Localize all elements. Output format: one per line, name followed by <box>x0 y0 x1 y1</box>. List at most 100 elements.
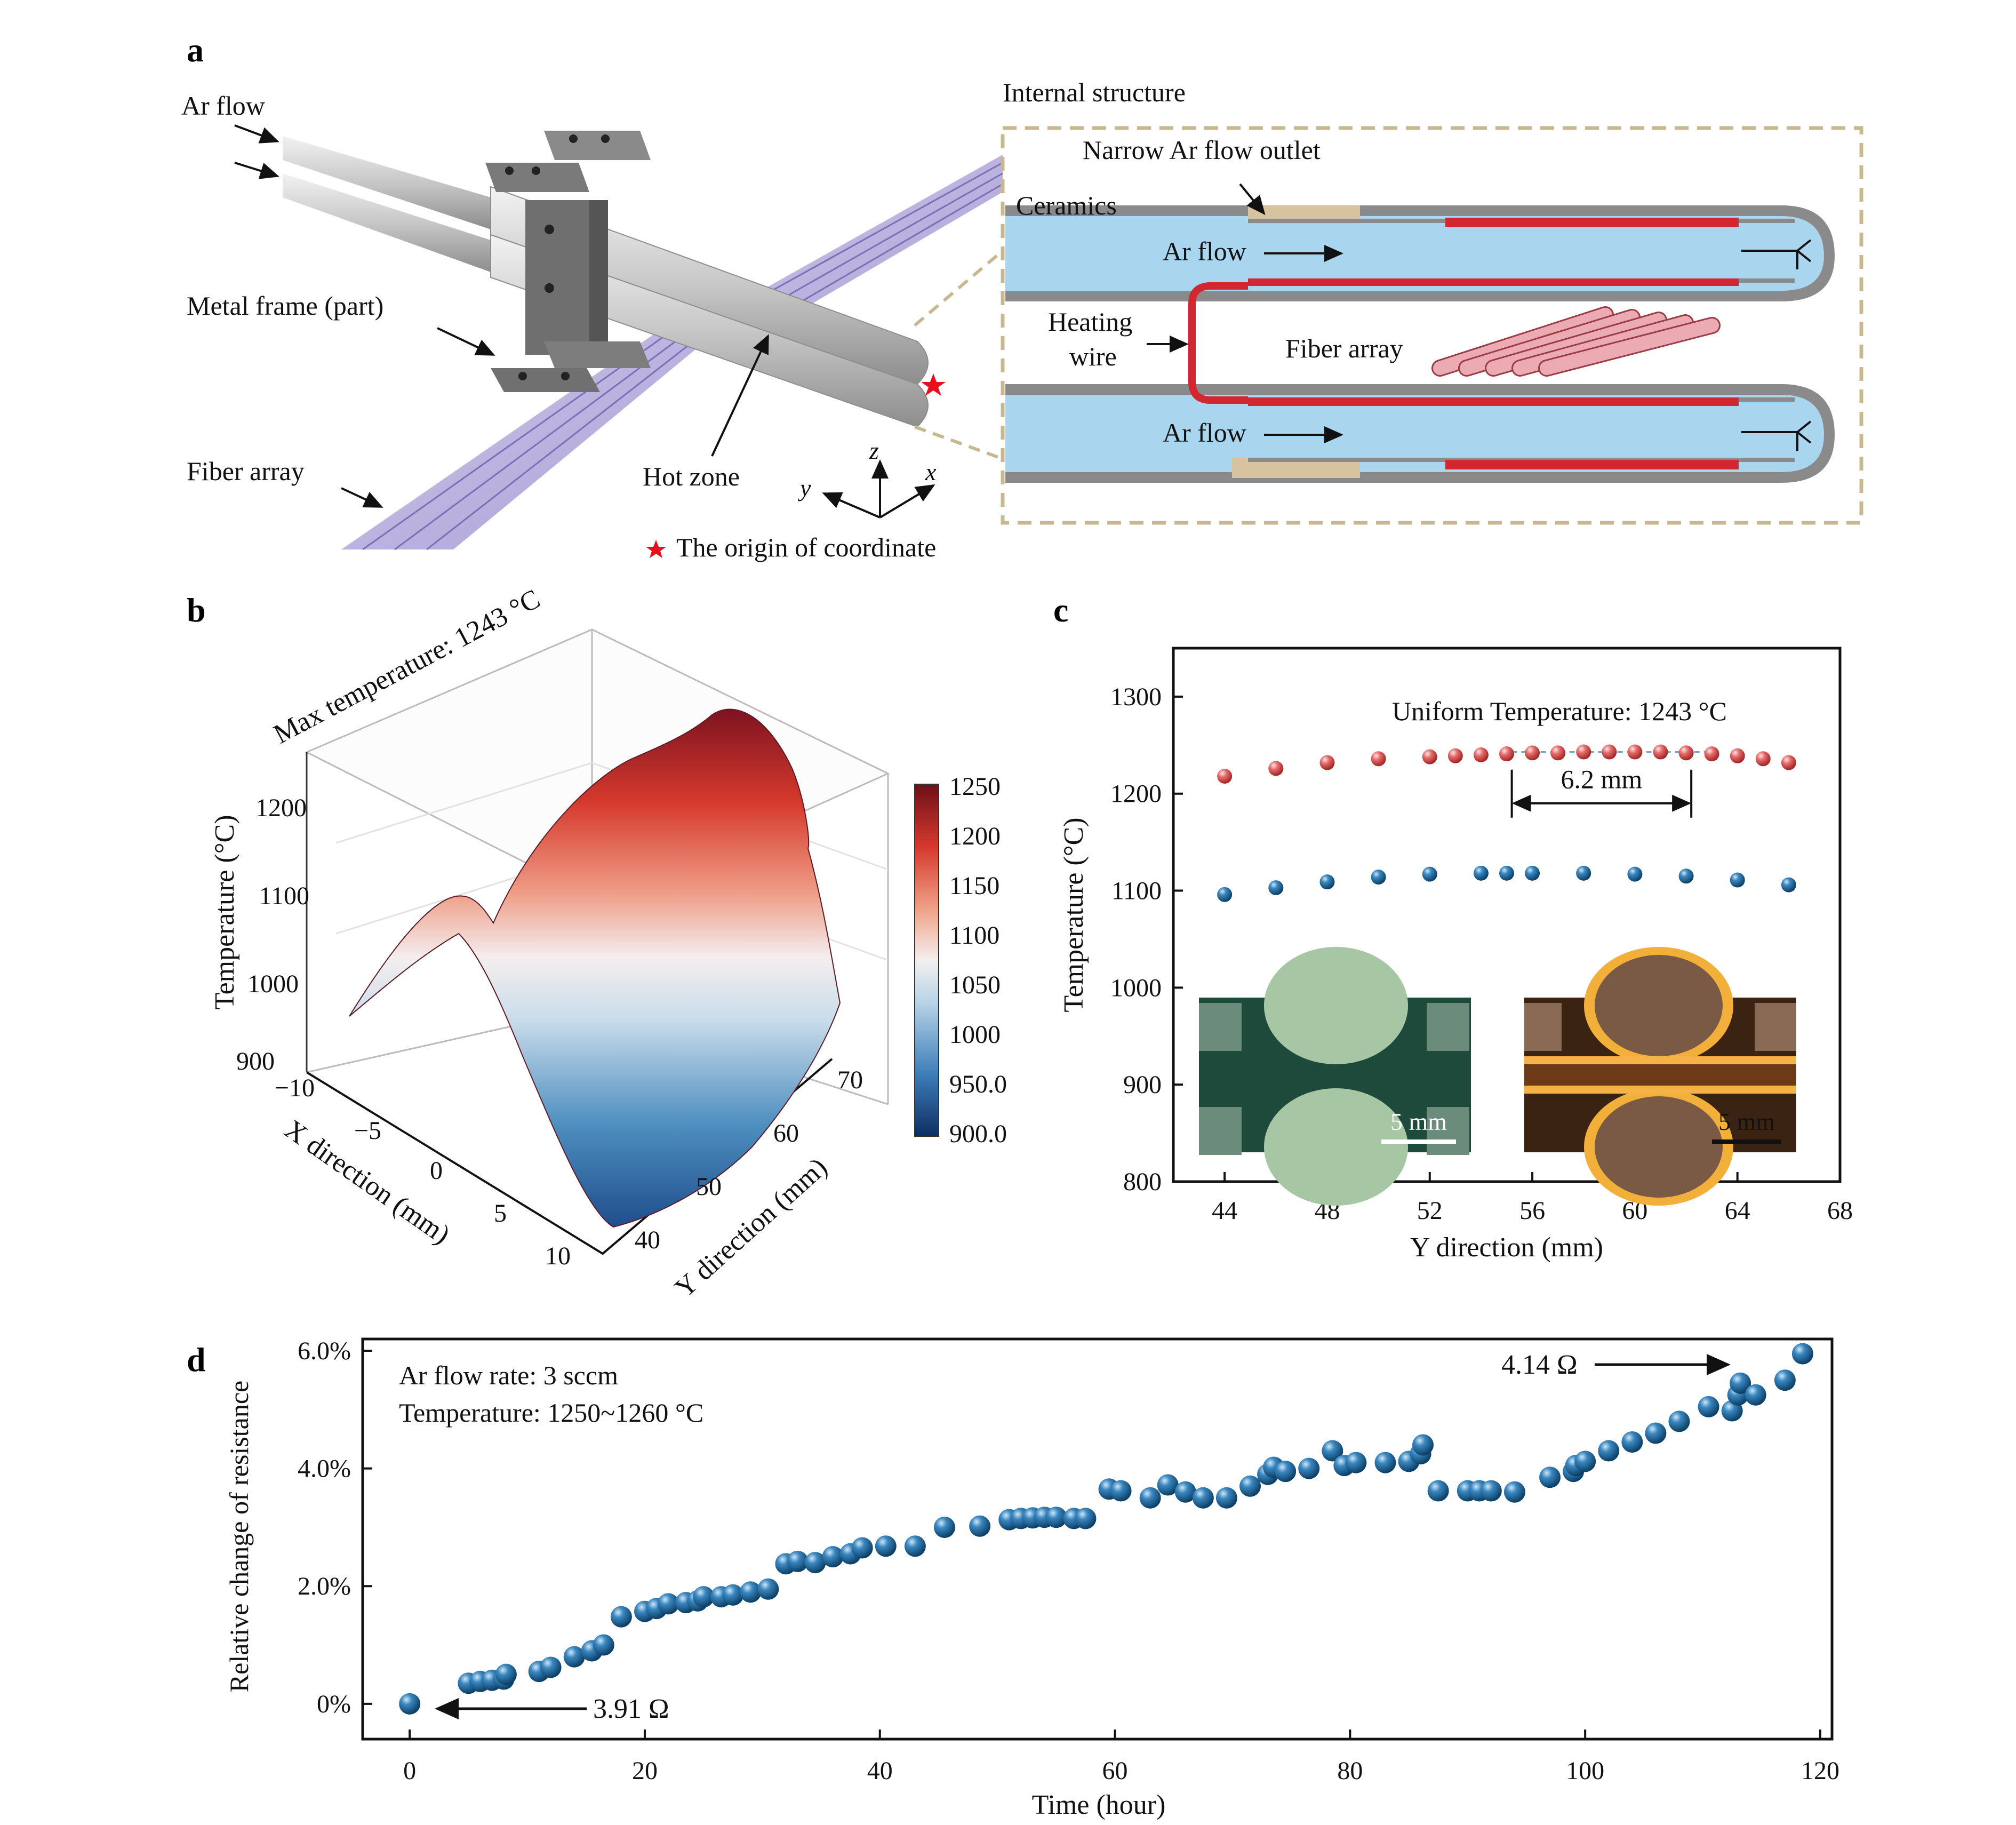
point-max-temp <box>1447 748 1463 763</box>
resistance-point <box>1139 1487 1161 1509</box>
d-ytick-label: 2.0% <box>298 1572 351 1600</box>
colorbar <box>914 784 939 1137</box>
z-tick-1200: 1200 <box>255 794 307 822</box>
c-xtick-label: 68 <box>1827 1197 1853 1225</box>
y-tick-70: 70 <box>837 1066 863 1094</box>
cbar-tick-950: 950.0 <box>949 1070 1007 1098</box>
resistance-point <box>1110 1480 1132 1502</box>
chart-d-annotation-2: Temperature: 1250~1260 °C <box>399 1398 703 1428</box>
resistance-point <box>1192 1487 1214 1509</box>
label-fiber-array-left: Fiber array <box>187 456 305 486</box>
x-tick-neg5: −5 <box>354 1117 381 1145</box>
point-max-temp <box>1730 748 1745 763</box>
label-fiber-array-right: Fiber array <box>1285 333 1403 363</box>
point-max-temp <box>1217 769 1233 784</box>
resistance-point <box>1157 1474 1179 1496</box>
cbar-tick-1050: 1050 <box>949 971 1001 999</box>
panel-letter-d: d <box>187 1341 206 1378</box>
x-tick-neg10: −10 <box>275 1074 315 1102</box>
chart-c-xlabel: Y direction (mm) <box>1410 1232 1603 1263</box>
resistance-point <box>399 1693 421 1715</box>
resistance-point <box>822 1546 844 1568</box>
point-min-temp <box>1473 865 1489 881</box>
resistance-point <box>1427 1480 1449 1502</box>
chart-c-annotation: Uniform Temperature: 1243 °C <box>1392 696 1727 726</box>
resistance-point <box>1645 1422 1667 1444</box>
c-ytick-label: 900 <box>1123 1071 1162 1099</box>
point-max-temp <box>1704 746 1719 762</box>
point-min-temp <box>1371 870 1386 885</box>
coordinate-axes-icon: z y x <box>798 437 937 519</box>
resistance-point <box>757 1578 779 1600</box>
resistance-point <box>1322 1440 1343 1462</box>
point-max-temp <box>1525 745 1540 761</box>
resistance-point <box>933 1516 955 1538</box>
resistance-point <box>722 1584 744 1606</box>
cbar-tick-1150: 1150 <box>949 872 999 900</box>
z-tick-900: 900 <box>236 1047 275 1075</box>
resistance-point <box>1275 1461 1297 1483</box>
x-tick-5: 5 <box>494 1199 507 1228</box>
label-ar-flow-bottom: Ar flow <box>1163 418 1246 448</box>
axis-z-label: z <box>869 437 879 464</box>
point-min-temp <box>1576 865 1591 881</box>
point-max-temp <box>1627 744 1643 760</box>
resistance-point <box>1412 1434 1434 1456</box>
c-ytick-label: 1100 <box>1111 877 1162 905</box>
z-tick-1100: 1100 <box>259 882 309 910</box>
x-tick-0: 0 <box>430 1157 443 1185</box>
origin-star-icon <box>921 373 946 396</box>
resistance-point <box>787 1550 809 1572</box>
internal-structure-box <box>1001 126 1863 525</box>
point-min-temp <box>1422 866 1437 882</box>
c-xtick-label: 44 <box>1212 1197 1237 1225</box>
span-label: 6.2 mm <box>1561 764 1642 794</box>
chart-d-xlabel: Time (hour) <box>1032 1790 1166 1820</box>
c-xtick-label: 64 <box>1725 1197 1750 1225</box>
c-ytick-label: 1000 <box>1110 974 1162 1002</box>
resistance-point <box>1598 1440 1620 1462</box>
c-xtick-label: 56 <box>1519 1197 1545 1225</box>
cbar-tick-900: 900.0 <box>949 1120 1007 1148</box>
resistance-point <box>1539 1467 1561 1488</box>
resistance-point <box>804 1552 826 1574</box>
metal-frame-illustration <box>485 131 651 392</box>
axis-y-label: y <box>798 474 811 501</box>
resistance-point <box>851 1537 873 1559</box>
d-ytick-label: 4.0% <box>298 1455 351 1483</box>
inset-right-scale: 5 mm <box>1718 1108 1775 1135</box>
resistance-point <box>1774 1369 1796 1391</box>
point-max-temp <box>1781 755 1796 770</box>
point-min-temp <box>1525 865 1540 881</box>
resistance-point <box>1745 1384 1766 1406</box>
resistance-point <box>1174 1481 1196 1503</box>
y-tick-60: 60 <box>773 1119 799 1147</box>
panel-a: a <box>181 31 1863 562</box>
chart-d-annotation-1: Ar flow rate: 3 sccm <box>399 1360 618 1390</box>
point-max-temp <box>1319 755 1335 770</box>
resistance-point <box>610 1606 632 1628</box>
inset-left-micrograph <box>1199 947 1471 1206</box>
resistance-point <box>1345 1452 1367 1473</box>
label-hot-zone: Hot zone <box>643 461 740 491</box>
resistance-point <box>1215 1487 1237 1509</box>
d-xtick-label: 0 <box>403 1757 416 1785</box>
d-ytick-label: 0% <box>317 1690 351 1718</box>
resistance-point <box>1045 1507 1067 1528</box>
resistance-point <box>1698 1396 1719 1417</box>
point-max-temp <box>1755 751 1771 767</box>
resistance-point <box>495 1663 517 1685</box>
label-ar-flow-top: Ar flow <box>1163 236 1246 266</box>
resistance-point <box>1298 1457 1320 1479</box>
panel-letter-a: a <box>187 31 204 69</box>
point-max-temp <box>1576 744 1591 760</box>
c-ytick-label: 1200 <box>1110 780 1162 808</box>
fiber-rods-illustration <box>1431 306 1721 377</box>
resistance-point <box>1574 1451 1596 1472</box>
inset-right-micrograph <box>1524 947 1796 1206</box>
c-xtick-label: 52 <box>1417 1197 1443 1225</box>
point-min-temp <box>1319 874 1335 890</box>
d-xtick-label: 40 <box>867 1757 893 1785</box>
